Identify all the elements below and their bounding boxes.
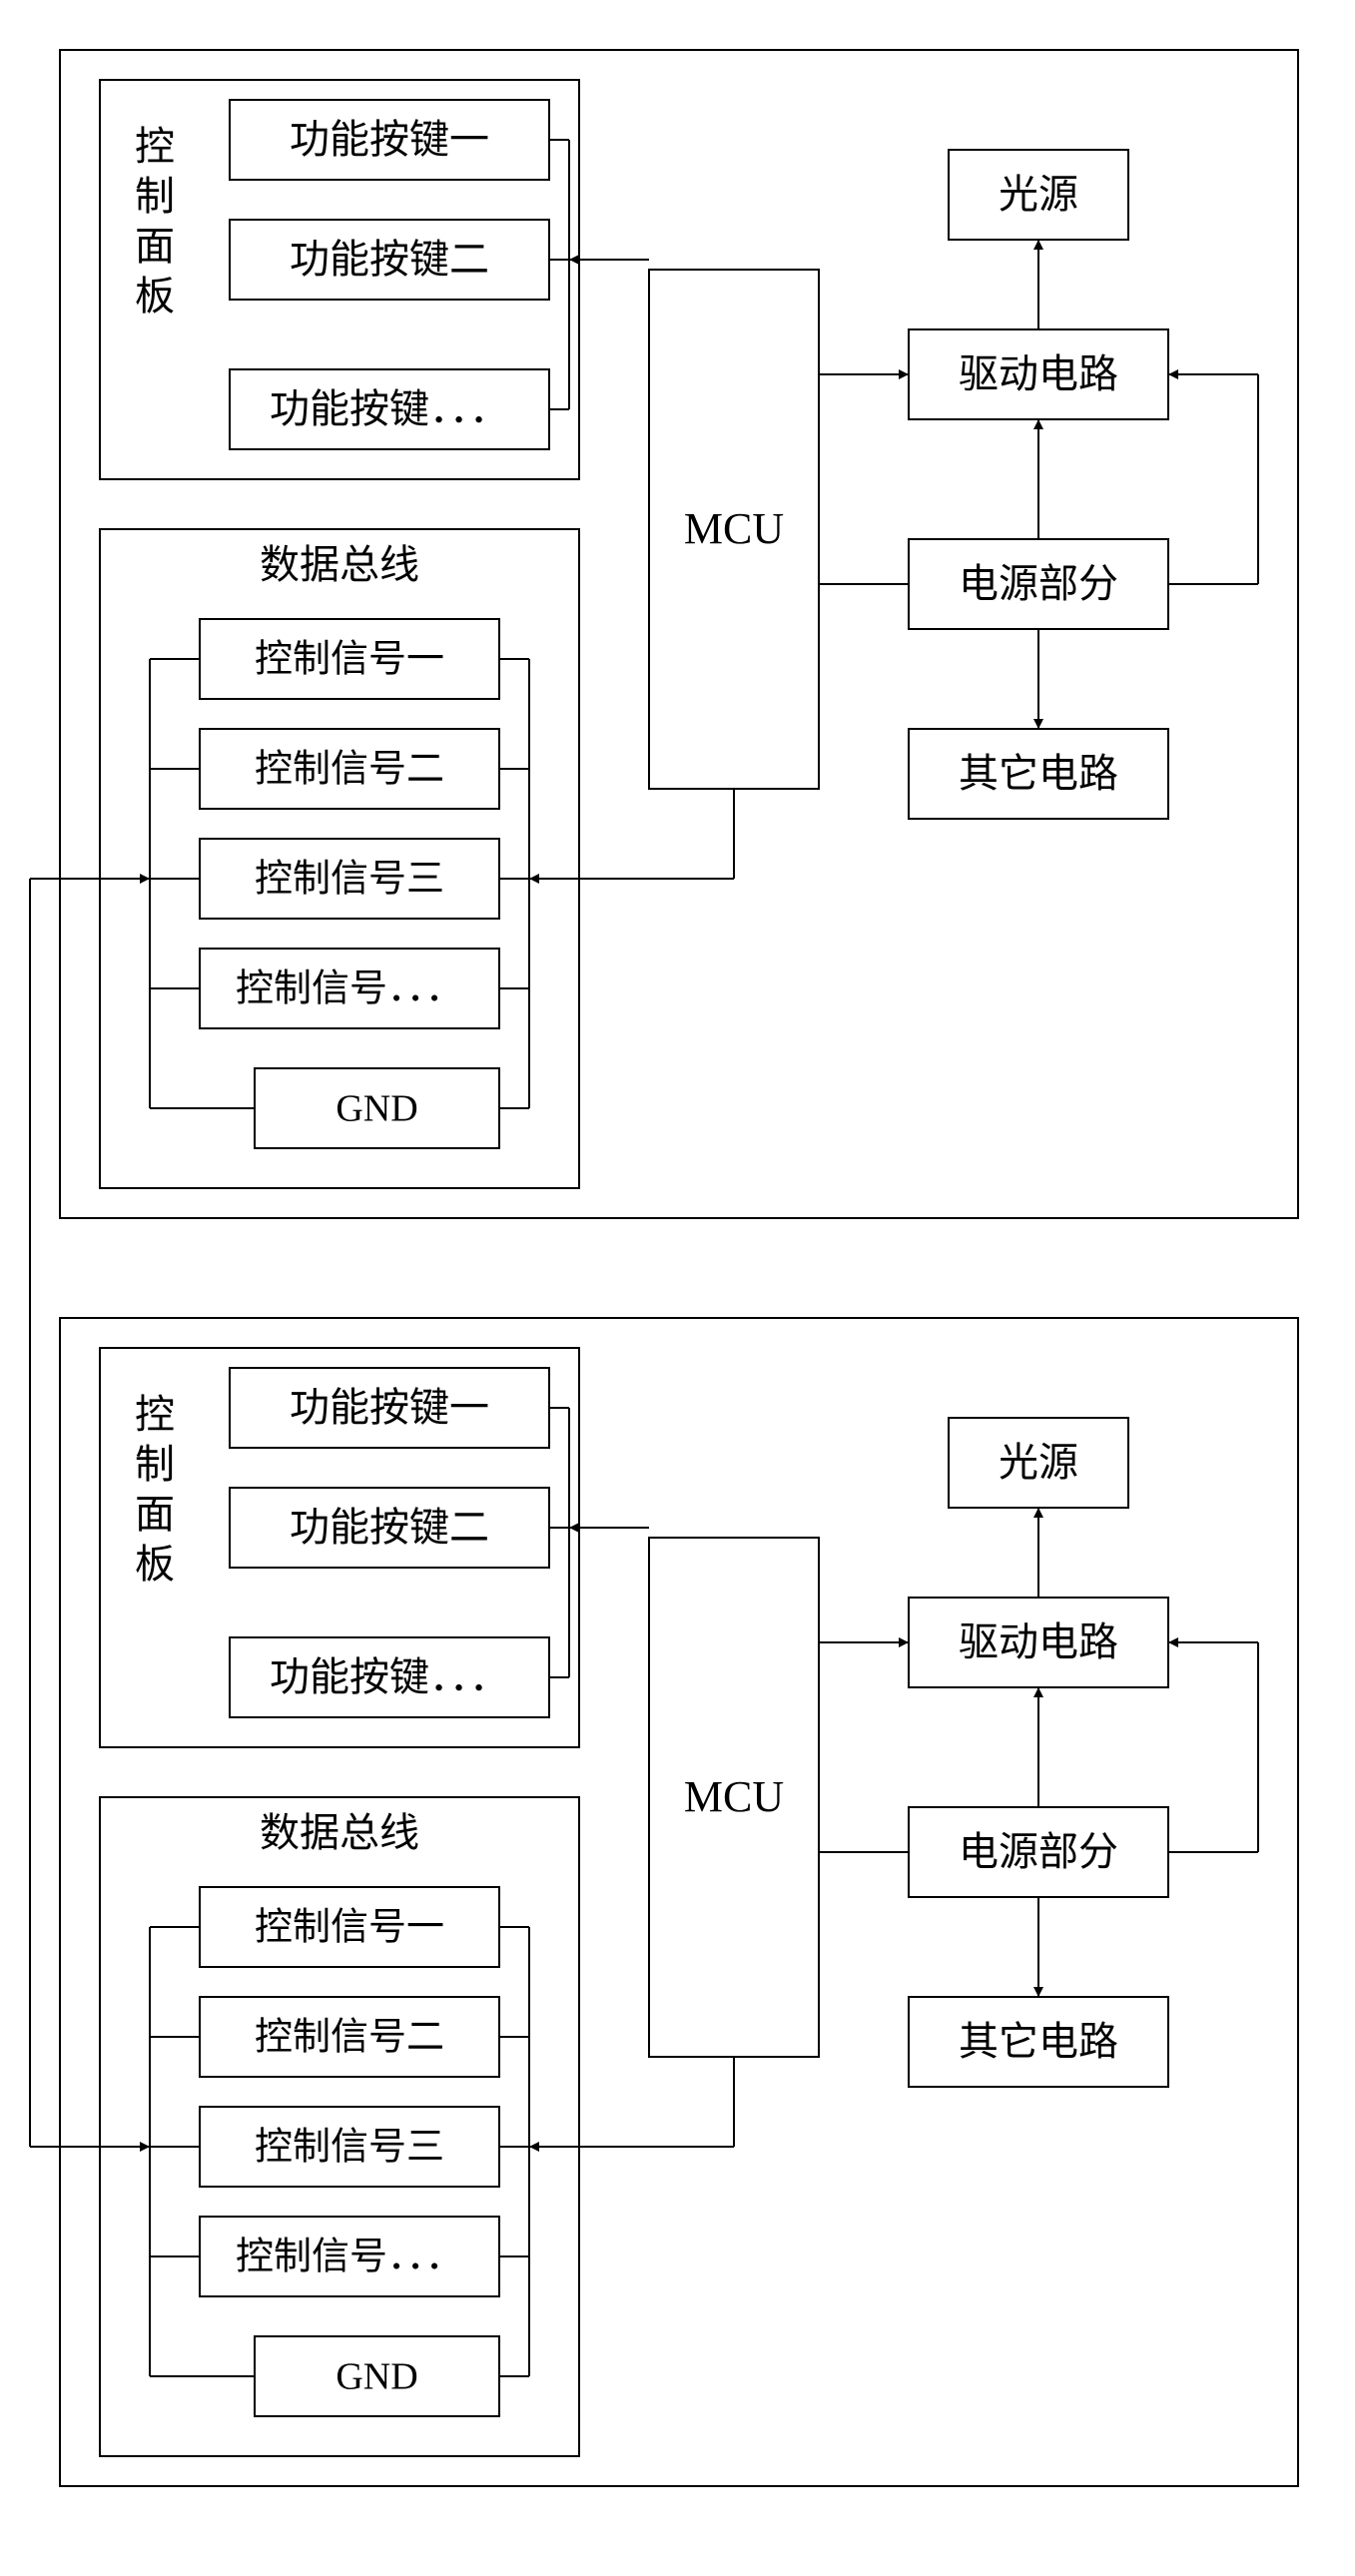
fn-button-label-1-0: 功能按键一: [290, 1385, 489, 1430]
block-diagram: 控制面板功能按键一功能按键二功能按键．．．数据总线控制信号一控制信号二控制信号三…: [0, 0, 1355, 2576]
fn-button-label-1-2: 功能按键．．．: [270, 1654, 509, 1699]
signal-label-1-2: 控制信号三: [255, 2127, 444, 2169]
signal-label-1-3: 控制信号．．．: [236, 2237, 463, 2278]
signal-label-0-4: GND: [336, 1088, 417, 1130]
signal-label-1-4: GND: [336, 2356, 417, 2398]
fn-button-label-1-1: 功能按键二: [290, 1505, 489, 1550]
signal-label-1-1: 控制信号二: [255, 2017, 444, 2059]
signal-label-0-3: 控制信号．．．: [236, 968, 463, 1010]
fn-button-label-0-1: 功能按键二: [290, 237, 489, 282]
data-bus-title-1: 数据总线: [260, 1810, 419, 1855]
signal-label-0-1: 控制信号二: [255, 749, 444, 791]
mcu-label-1: MCU: [684, 1772, 784, 1821]
light-label-0: 光源: [999, 172, 1078, 217]
power-label-1: 电源部分: [959, 1829, 1118, 1874]
data-bus-title-0: 数据总线: [260, 542, 419, 587]
signal-label-0-0: 控制信号一: [255, 639, 444, 681]
fn-button-label-0-0: 功能按键一: [290, 117, 489, 162]
signal-label-0-2: 控制信号三: [255, 859, 444, 901]
other-label-0: 其它电路: [959, 751, 1118, 796]
fn-button-label-0-2: 功能按键．．．: [270, 386, 509, 431]
light-label-1: 光源: [999, 1440, 1078, 1485]
drive-label-0: 驱动电路: [959, 351, 1118, 396]
power-label-0: 电源部分: [959, 561, 1118, 606]
other-label-1: 其它电路: [959, 2019, 1118, 2064]
mcu-label-0: MCU: [684, 504, 784, 553]
drive-label-1: 驱动电路: [959, 1619, 1118, 1664]
signal-label-1-0: 控制信号一: [255, 1907, 444, 1949]
